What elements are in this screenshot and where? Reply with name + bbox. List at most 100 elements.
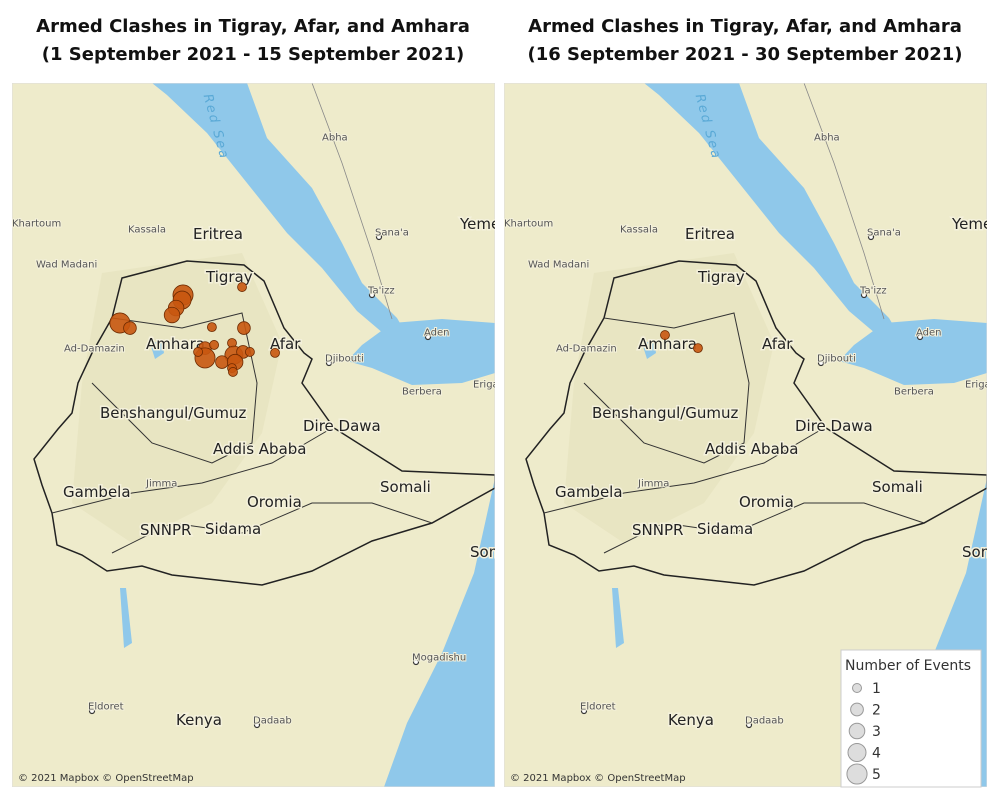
place-label: Khartoum bbox=[12, 218, 61, 229]
indian-ocean bbox=[384, 478, 495, 787]
legend: Number of Events 1 2 3 4 5 bbox=[840, 649, 982, 788]
place-label: Addis Ababa bbox=[705, 440, 798, 458]
city-dot bbox=[375, 233, 383, 241]
place-label: Dire Dawa bbox=[303, 417, 381, 435]
place-label: Berbera bbox=[402, 386, 442, 397]
place-label: Sidama bbox=[205, 520, 261, 538]
place-label: Gambela bbox=[63, 483, 131, 501]
event-bubble bbox=[215, 355, 229, 369]
place-label: Abha bbox=[814, 132, 840, 143]
place-label: Ad-Damazin bbox=[556, 343, 617, 354]
region-border bbox=[543, 427, 825, 514]
place-label: Benshangul/Gumuz bbox=[100, 404, 247, 422]
map-subtitle: (16 September 2021 - 30 September 2021) bbox=[527, 44, 962, 65]
legend-bubble bbox=[850, 702, 864, 717]
place-label: Aden bbox=[424, 327, 450, 338]
place-label: Sana'a bbox=[375, 227, 409, 238]
legend-bubble bbox=[852, 683, 862, 693]
place-label: Kenya bbox=[176, 711, 222, 729]
place-label: Somali bbox=[380, 478, 431, 496]
event-bubble bbox=[207, 322, 217, 333]
city-dot bbox=[580, 707, 588, 715]
attribution: © 2021 Mapbox © OpenStreetMap bbox=[18, 773, 194, 784]
city-dot bbox=[867, 233, 875, 241]
legend-label: 1 bbox=[872, 681, 881, 697]
lake-tana bbox=[150, 341, 164, 359]
red-sea bbox=[152, 83, 407, 339]
place-label: Abha bbox=[322, 132, 348, 143]
place-label: Benshangul/Gumuz bbox=[592, 404, 739, 422]
place-label: Dadaab bbox=[253, 715, 292, 726]
place-label: Ta'izz bbox=[367, 285, 395, 296]
highlands bbox=[564, 253, 774, 543]
lake-turkana bbox=[612, 588, 624, 648]
place-label: Amhara bbox=[146, 335, 205, 353]
place-label: Somali bbox=[962, 543, 1000, 561]
ethiopia-border bbox=[33, 260, 495, 586]
city-dot bbox=[916, 333, 924, 341]
place-label: Kassala bbox=[620, 224, 658, 235]
place-label: Eritrea bbox=[193, 225, 243, 243]
place-label: Oromia bbox=[247, 493, 302, 511]
place-label: Ad-Damazin bbox=[64, 343, 125, 354]
place-label: Gambela bbox=[555, 483, 623, 501]
place-label: Kenya bbox=[668, 711, 714, 729]
event-bubble bbox=[123, 321, 137, 335]
place-label: Eldoret bbox=[580, 701, 616, 712]
region-border bbox=[51, 427, 333, 514]
place-label: Aden bbox=[916, 327, 942, 338]
place-label: Mogadishu bbox=[412, 652, 466, 663]
legend-label: 3 bbox=[872, 724, 881, 740]
place-label: Ta'izz bbox=[859, 285, 887, 296]
place-label: Wad Madani bbox=[528, 259, 589, 270]
place-label: Erigavo bbox=[473, 379, 511, 390]
place-label: Djibouti bbox=[817, 353, 856, 364]
gulf-of-aden bbox=[347, 319, 495, 385]
place-label: Kassala bbox=[128, 224, 166, 235]
place-label: Amhara bbox=[638, 335, 697, 353]
legend-title: Number of Events bbox=[845, 658, 971, 674]
place-label: Afar bbox=[762, 335, 793, 353]
legend-bubble bbox=[847, 743, 867, 762]
attribution: © 2021 Mapbox © OpenStreetMap bbox=[510, 773, 686, 784]
place-label: Tigray bbox=[697, 268, 745, 286]
ethiopia-border bbox=[525, 260, 987, 586]
city-dot bbox=[368, 291, 376, 299]
lake-tana bbox=[642, 341, 656, 359]
region-border bbox=[583, 312, 750, 464]
place-label: Erigavo bbox=[965, 379, 1000, 390]
place-label: Berbera bbox=[894, 386, 934, 397]
legend-label: 5 bbox=[872, 767, 881, 783]
place-label: Eldoret bbox=[88, 701, 124, 712]
map-title: Armed Clashes in Tigray, Afar, and Amhar… bbox=[36, 16, 470, 37]
place-label: SNNPR bbox=[632, 521, 683, 539]
place-label: Yemen bbox=[459, 215, 510, 233]
country-border bbox=[311, 83, 393, 320]
place-label: Sidama bbox=[697, 520, 753, 538]
legend-bubble bbox=[846, 763, 868, 785]
place-label: Jimma bbox=[145, 478, 177, 489]
city-dot bbox=[412, 658, 420, 666]
map-subtitle: (1 September 2021 - 15 September 2021) bbox=[42, 44, 464, 65]
place-label: Jimma bbox=[637, 478, 669, 489]
place-label: Oromia bbox=[739, 493, 794, 511]
place-label: SNNPR bbox=[140, 521, 191, 539]
city-dot bbox=[817, 359, 825, 367]
legend-label: 2 bbox=[872, 703, 881, 719]
event-bubble bbox=[693, 343, 703, 353]
region-border bbox=[91, 312, 258, 464]
place-label: Sana'a bbox=[867, 227, 901, 238]
event-bubble bbox=[245, 347, 255, 357]
event-bubble bbox=[237, 321, 251, 335]
legend-label: 4 bbox=[872, 746, 881, 762]
city-dot bbox=[745, 721, 753, 729]
region-border bbox=[603, 502, 925, 554]
place-label: Dire Dawa bbox=[795, 417, 873, 435]
event-bubble bbox=[660, 330, 670, 340]
lake-turkana bbox=[120, 588, 132, 648]
place-label: Dadaab bbox=[745, 715, 784, 726]
